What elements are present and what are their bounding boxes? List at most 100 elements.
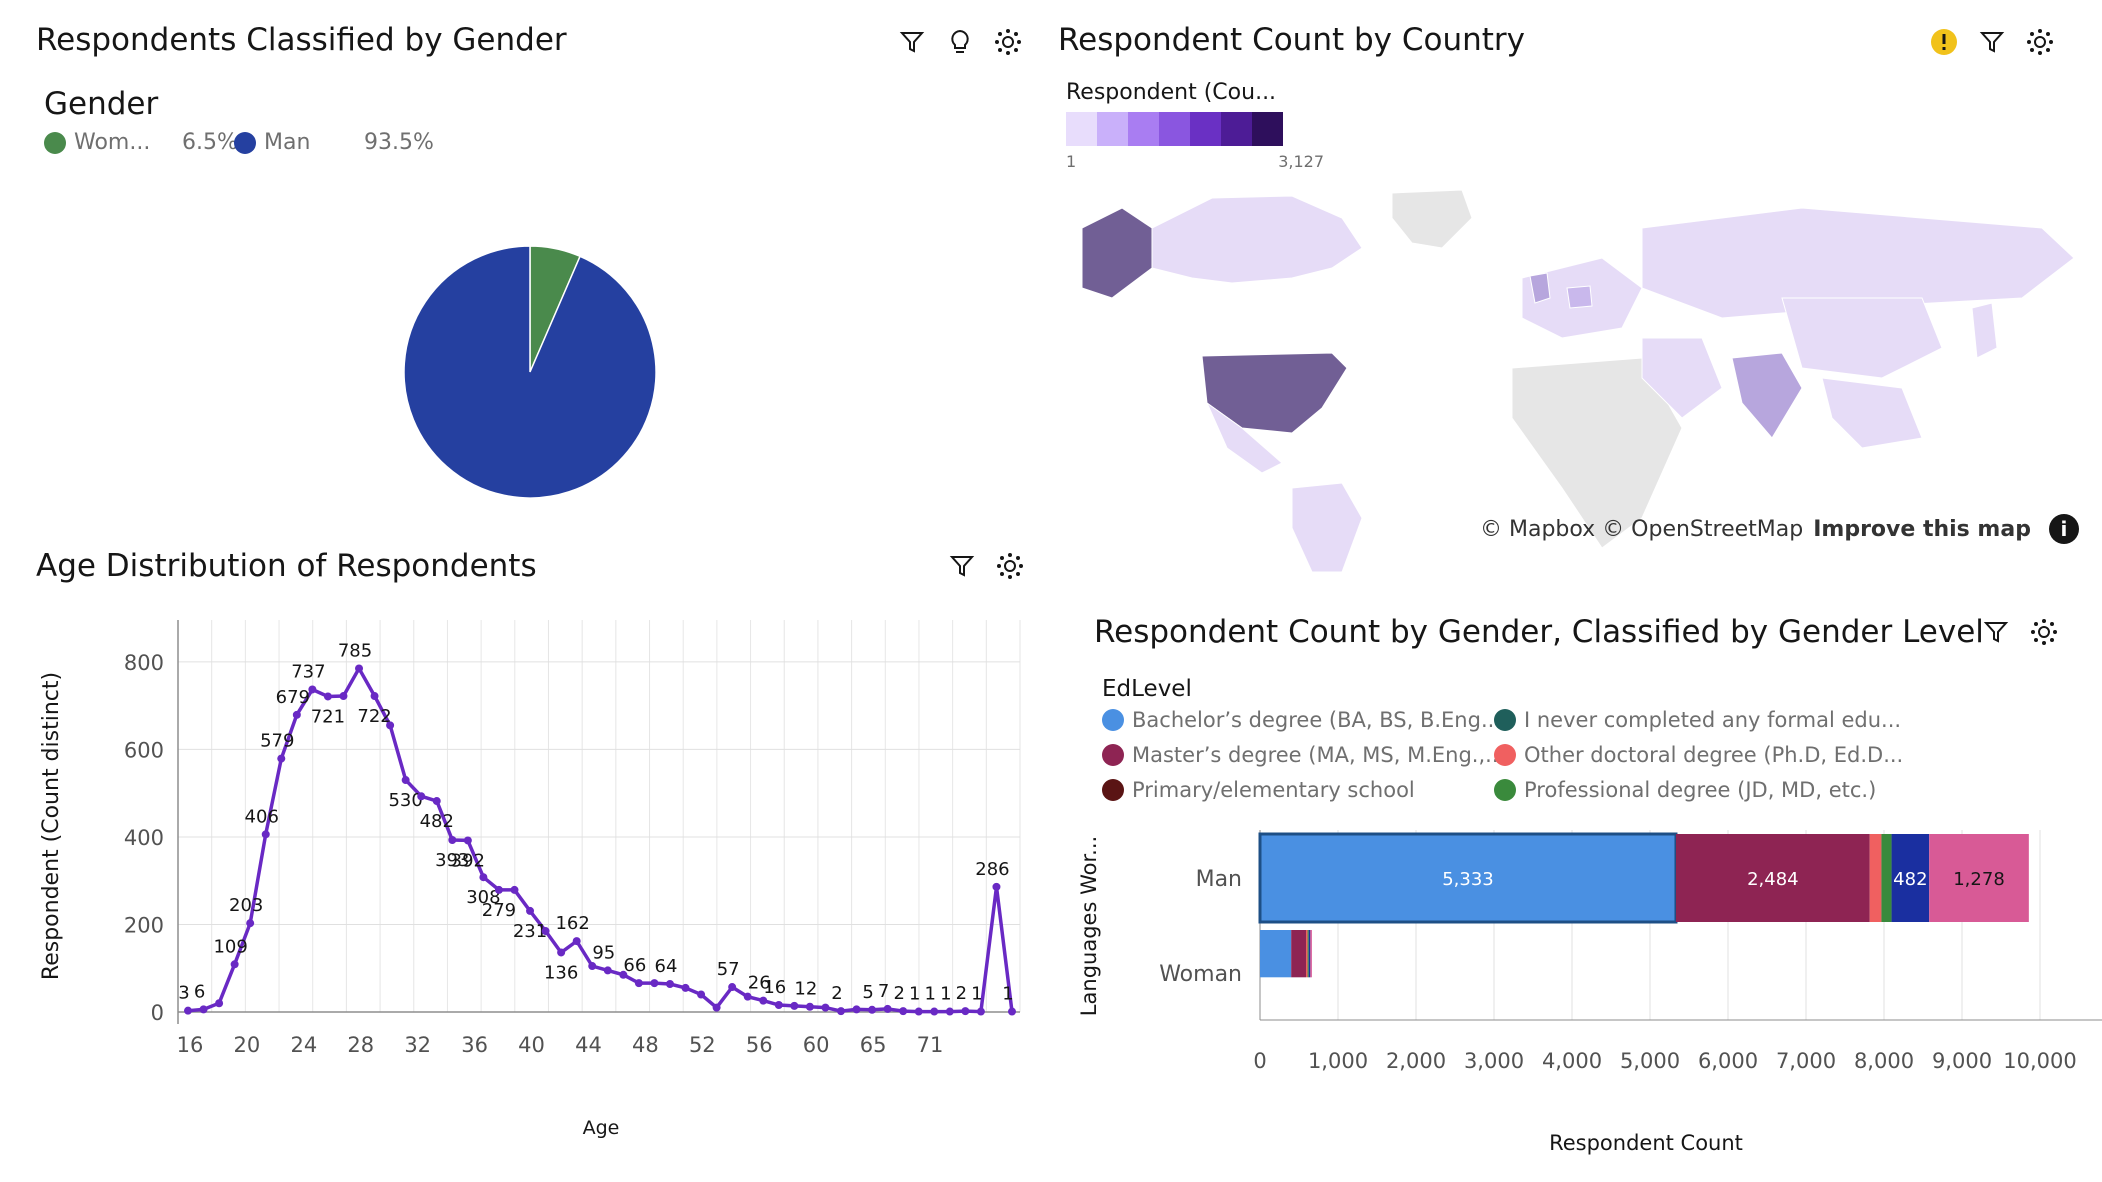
- y-axis-title: Languages Wor...: [1077, 836, 1101, 1016]
- data-point[interactable]: [603, 966, 612, 975]
- lightbulb-icon[interactable]: [946, 28, 974, 56]
- data-point[interactable]: [463, 836, 472, 845]
- data-point[interactable]: [681, 983, 690, 992]
- edlevel-legend-item[interactable]: Other doctoral degree (Ph.D, Ed.D...: [1494, 743, 1903, 767]
- bar-segment[interactable]: [1675, 834, 1870, 922]
- data-point[interactable]: [836, 1007, 845, 1016]
- data-point[interactable]: [914, 1007, 923, 1016]
- data-point[interactable]: [899, 1007, 908, 1016]
- edlevel-legend-item[interactable]: I never completed any formal edu...: [1494, 708, 1901, 732]
- data-point[interactable]: [992, 882, 1001, 891]
- data-point[interactable]: [712, 1003, 721, 1012]
- data-point[interactable]: [665, 979, 674, 988]
- data-point[interactable]: [510, 885, 519, 894]
- data-point[interactable]: [557, 948, 566, 957]
- data-point[interactable]: [448, 836, 457, 845]
- x-tick-label: 3,000: [1464, 1049, 1524, 1073]
- legend-swatch: [1102, 709, 1124, 731]
- filter-icon[interactable]: [1982, 618, 2010, 646]
- data-point[interactable]: [790, 1001, 799, 1010]
- bar-segment[interactable]: [1291, 930, 1307, 978]
- data-point[interactable]: [961, 1007, 970, 1016]
- info-icon[interactable]: i: [2048, 514, 2079, 544]
- settings-icon[interactable]: [2030, 618, 2058, 646]
- bar-segment[interactable]: [1308, 930, 1311, 978]
- data-point[interactable]: [386, 721, 395, 730]
- data-point[interactable]: [728, 983, 737, 992]
- data-point[interactable]: [805, 1002, 814, 1011]
- data-point[interactable]: [572, 937, 581, 946]
- data-point[interactable]: [417, 792, 426, 801]
- data-point[interactable]: [401, 776, 410, 785]
- data-point[interactable]: [494, 885, 503, 894]
- edlevel-legend-item[interactable]: Bachelor’s degree (BA, BS, B.Eng....: [1102, 708, 1508, 732]
- edlevel-legend-item[interactable]: Professional degree (JD, MD, etc.): [1494, 778, 1876, 802]
- edlevel-legend-item[interactable]: Primary/elementary school: [1102, 778, 1415, 802]
- edlevel-legend-title: EdLevel: [1102, 676, 1192, 702]
- data-point[interactable]: [1008, 1007, 1016, 1016]
- pie-slice[interactable]: [403, 245, 657, 499]
- data-point[interactable]: [526, 906, 535, 915]
- data-point[interactable]: [697, 990, 706, 999]
- data-point[interactable]: [774, 1000, 783, 1009]
- filter-icon[interactable]: [1978, 28, 2006, 56]
- data-point[interactable]: [588, 962, 597, 971]
- gender-legend-man[interactable]: Man 93.5%: [234, 130, 434, 155]
- data-point[interactable]: [215, 999, 224, 1008]
- data-label: 7: [878, 981, 889, 1002]
- bar-segment[interactable]: [1307, 930, 1309, 978]
- data-point[interactable]: [230, 960, 239, 969]
- improve-map-link[interactable]: Improve this map: [1813, 516, 2031, 542]
- world-map[interactable]: [1042, 188, 2074, 572]
- data-point[interactable]: [432, 797, 441, 806]
- data-point[interactable]: [339, 692, 348, 701]
- data-point[interactable]: [355, 664, 364, 673]
- data-point[interactable]: [634, 979, 643, 988]
- data-point[interactable]: [759, 996, 768, 1005]
- edlevel-legend-item[interactable]: Master’s degree (MA, MS, M.Eng.,...: [1102, 743, 1505, 767]
- map-country-canada: [1151, 195, 1363, 284]
- filter-icon[interactable]: [948, 552, 976, 580]
- data-point[interactable]: [184, 1006, 192, 1015]
- data-point[interactable]: [479, 873, 488, 882]
- data-point[interactable]: [308, 685, 317, 694]
- filter-icon[interactable]: [898, 28, 926, 56]
- data-label: 12: [794, 979, 817, 1000]
- data-point[interactable]: [883, 1004, 892, 1013]
- bar-segment[interactable]: [1260, 930, 1292, 978]
- bar-segment[interactable]: [1306, 930, 1308, 978]
- warning-icon[interactable]: [1930, 28, 1958, 56]
- settings-icon[interactable]: [996, 552, 1024, 580]
- legend-label: Professional degree (JD, MD, etc.): [1524, 778, 1877, 802]
- settings-icon[interactable]: [994, 28, 1022, 56]
- data-point[interactable]: [821, 1003, 830, 1012]
- data-point[interactable]: [945, 1007, 954, 1016]
- data-point[interactable]: [261, 830, 270, 839]
- settings-icon[interactable]: [2026, 28, 2054, 56]
- gender-legend-woman[interactable]: Wom... 6.5%: [44, 130, 238, 155]
- data-point[interactable]: [852, 1005, 861, 1014]
- data-point[interactable]: [292, 710, 301, 719]
- data-label: 286: [975, 859, 1009, 880]
- bar-segment[interactable]: [1929, 834, 2029, 922]
- gender-card-title: Respondents Classified by Gender: [36, 22, 567, 58]
- data-point[interactable]: [370, 692, 379, 701]
- country-toolbar: [1930, 28, 2054, 56]
- bar-segment[interactable]: [1310, 930, 1312, 978]
- data-point[interactable]: [743, 992, 752, 1001]
- bar-segment[interactable]: [1258, 832, 1678, 924]
- data-point[interactable]: [541, 927, 550, 936]
- bar-segment[interactable]: [1891, 834, 1930, 922]
- data-point[interactable]: [976, 1007, 985, 1016]
- data-point[interactable]: [650, 979, 659, 988]
- data-point[interactable]: [246, 919, 255, 928]
- bar-segment[interactable]: [1881, 834, 1892, 922]
- data-point[interactable]: [323, 692, 332, 701]
- data-point[interactable]: [930, 1007, 939, 1016]
- bar-segment[interactable]: [1869, 834, 1882, 922]
- data-point[interactable]: [277, 754, 286, 763]
- data-point[interactable]: [868, 1005, 877, 1014]
- data-point[interactable]: [199, 1005, 208, 1014]
- data-point[interactable]: [619, 970, 628, 979]
